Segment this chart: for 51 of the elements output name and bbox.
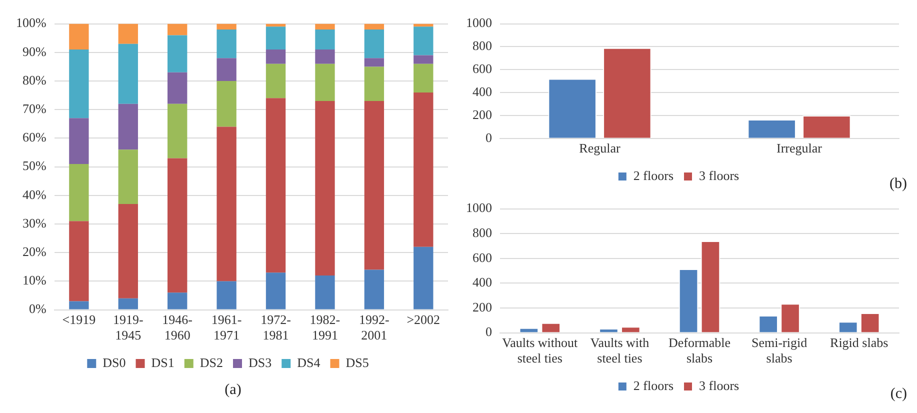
x-tick-label: 1946-1960 [162, 312, 193, 343]
legend-label: 3 floors [699, 378, 740, 393]
y-tick-label: 70% [22, 101, 46, 116]
y-tick-label: 200 [472, 106, 492, 122]
y-tick-label: 90% [22, 44, 46, 59]
y-tick-label: 40% [22, 186, 46, 202]
y-tick-label: 800 [472, 38, 492, 54]
legend-label: DS5 [346, 354, 369, 370]
y-tick-label: 1000 [466, 15, 492, 30]
x-tick-label: 1982-1991 [310, 312, 340, 343]
y-tick-label: 0 [486, 324, 492, 340]
y-tick-label: 0 [486, 130, 492, 145]
text: (a) [224, 382, 242, 399]
x-tick-label: Irregular [776, 140, 823, 156]
y-tick-label: 60% [22, 130, 46, 145]
legend-label: DS2 [200, 354, 224, 370]
x-tick-label: <1919 [62, 312, 96, 328]
x-tick-label: 1972-1981 [260, 312, 291, 343]
legend-label: DS3 [248, 354, 272, 370]
legend-label: DS4 [297, 354, 321, 370]
x-tick-label: Deformable slabs [668, 335, 731, 366]
x-tick-label: 1992-2001 [359, 312, 390, 343]
legend-label: 2 floors [633, 168, 674, 183]
text: (c) [890, 386, 907, 403]
y-tick-label: 50% [22, 158, 46, 174]
y-tick-label: 400 [472, 84, 492, 99]
legend-label: 3 floors [699, 168, 740, 183]
y-tick-label: 10% [22, 272, 46, 288]
x-tick-label: >2002 [406, 312, 440, 328]
y-tick-label: 400 [472, 274, 492, 290]
x-tick-label: Regular [579, 140, 621, 156]
y-tick-label: 800 [472, 225, 492, 240]
y-tick-label: 100% [16, 15, 46, 30]
legend-label: 2 floors [633, 378, 674, 393]
text: (b) [890, 176, 907, 193]
x-tick-label: 1961-1971 [211, 312, 242, 343]
y-tick-label: 600 [472, 250, 492, 265]
x-tick-label: Vaults with steel ties [590, 335, 650, 366]
y-tick-label: 600 [472, 61, 492, 76]
x-tick-label: Semi-rigid slabs [751, 335, 808, 366]
y-tick-label: 1000 [466, 200, 492, 216]
y-tick-label: 30% [22, 215, 46, 230]
x-tick-label: Vaults without steel ties [502, 335, 578, 366]
y-tick-label: 0% [28, 301, 46, 316]
legend-label: DS0 [102, 354, 126, 370]
x-tick-label: Rigid slabs [830, 335, 888, 350]
legend-label: DS1 [151, 354, 174, 370]
y-tick-label: 200 [472, 299, 492, 314]
y-tick-label: 80% [22, 72, 46, 88]
x-tick-label: 1919-1945 [112, 312, 144, 343]
y-tick-label: 20% [22, 244, 46, 260]
